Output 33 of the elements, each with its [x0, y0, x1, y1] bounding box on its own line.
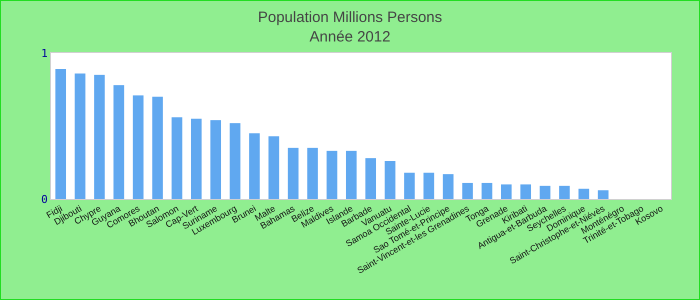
bar — [94, 74, 105, 199]
bar — [74, 73, 86, 199]
bar — [113, 85, 124, 199]
y-tick-label: 0 — [41, 192, 48, 206]
bar — [462, 182, 473, 199]
y-tick-label: 1 — [41, 46, 48, 60]
bar — [404, 172, 415, 199]
bar — [384, 161, 396, 199]
bar — [210, 120, 222, 199]
bar — [307, 148, 318, 199]
bar — [152, 96, 163, 199]
bar — [598, 190, 609, 199]
bar — [249, 133, 260, 199]
bar — [442, 174, 454, 199]
bar — [55, 69, 66, 199]
chart-subtitle: Année 2012 — [310, 28, 390, 46]
bar — [346, 150, 357, 199]
bar — [190, 118, 202, 199]
bar — [268, 136, 280, 199]
bar — [132, 95, 144, 199]
bar — [172, 117, 182, 199]
bar — [365, 158, 376, 199]
bar — [288, 148, 299, 199]
bar — [230, 123, 240, 199]
bar — [326, 150, 338, 199]
bar — [482, 182, 492, 199]
chart-title: Population Millions Persons — [258, 8, 442, 26]
bar — [520, 184, 532, 199]
bar — [559, 186, 570, 199]
bar — [500, 184, 512, 199]
bar — [423, 172, 434, 199]
bar — [540, 186, 550, 199]
bar — [578, 188, 590, 199]
